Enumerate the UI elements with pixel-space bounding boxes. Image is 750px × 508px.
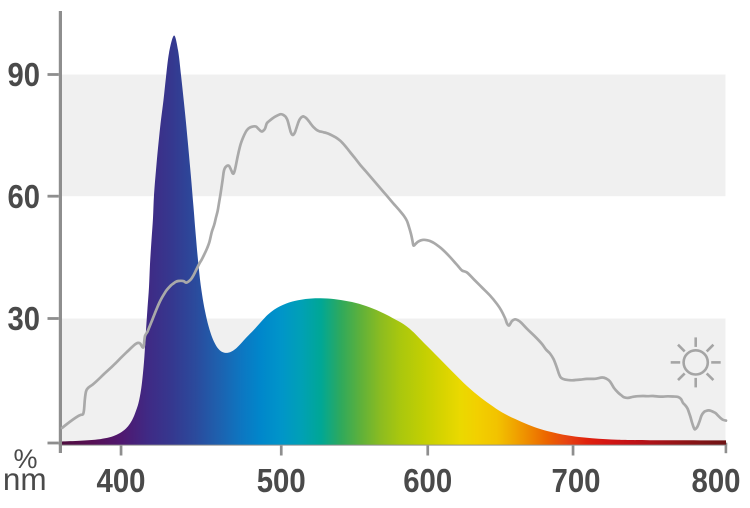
svg-text:%: % [13, 444, 37, 474]
svg-text:500: 500 [257, 462, 306, 499]
svg-text:400: 400 [97, 462, 146, 499]
svg-text:30: 30 [8, 300, 41, 337]
svg-text:90: 90 [8, 56, 41, 93]
svg-text:60: 60 [8, 178, 41, 215]
svg-text:nm: nm [3, 461, 47, 497]
svg-text:800: 800 [692, 462, 741, 499]
svg-text:600: 600 [403, 462, 452, 499]
svg-text:700: 700 [552, 462, 601, 499]
